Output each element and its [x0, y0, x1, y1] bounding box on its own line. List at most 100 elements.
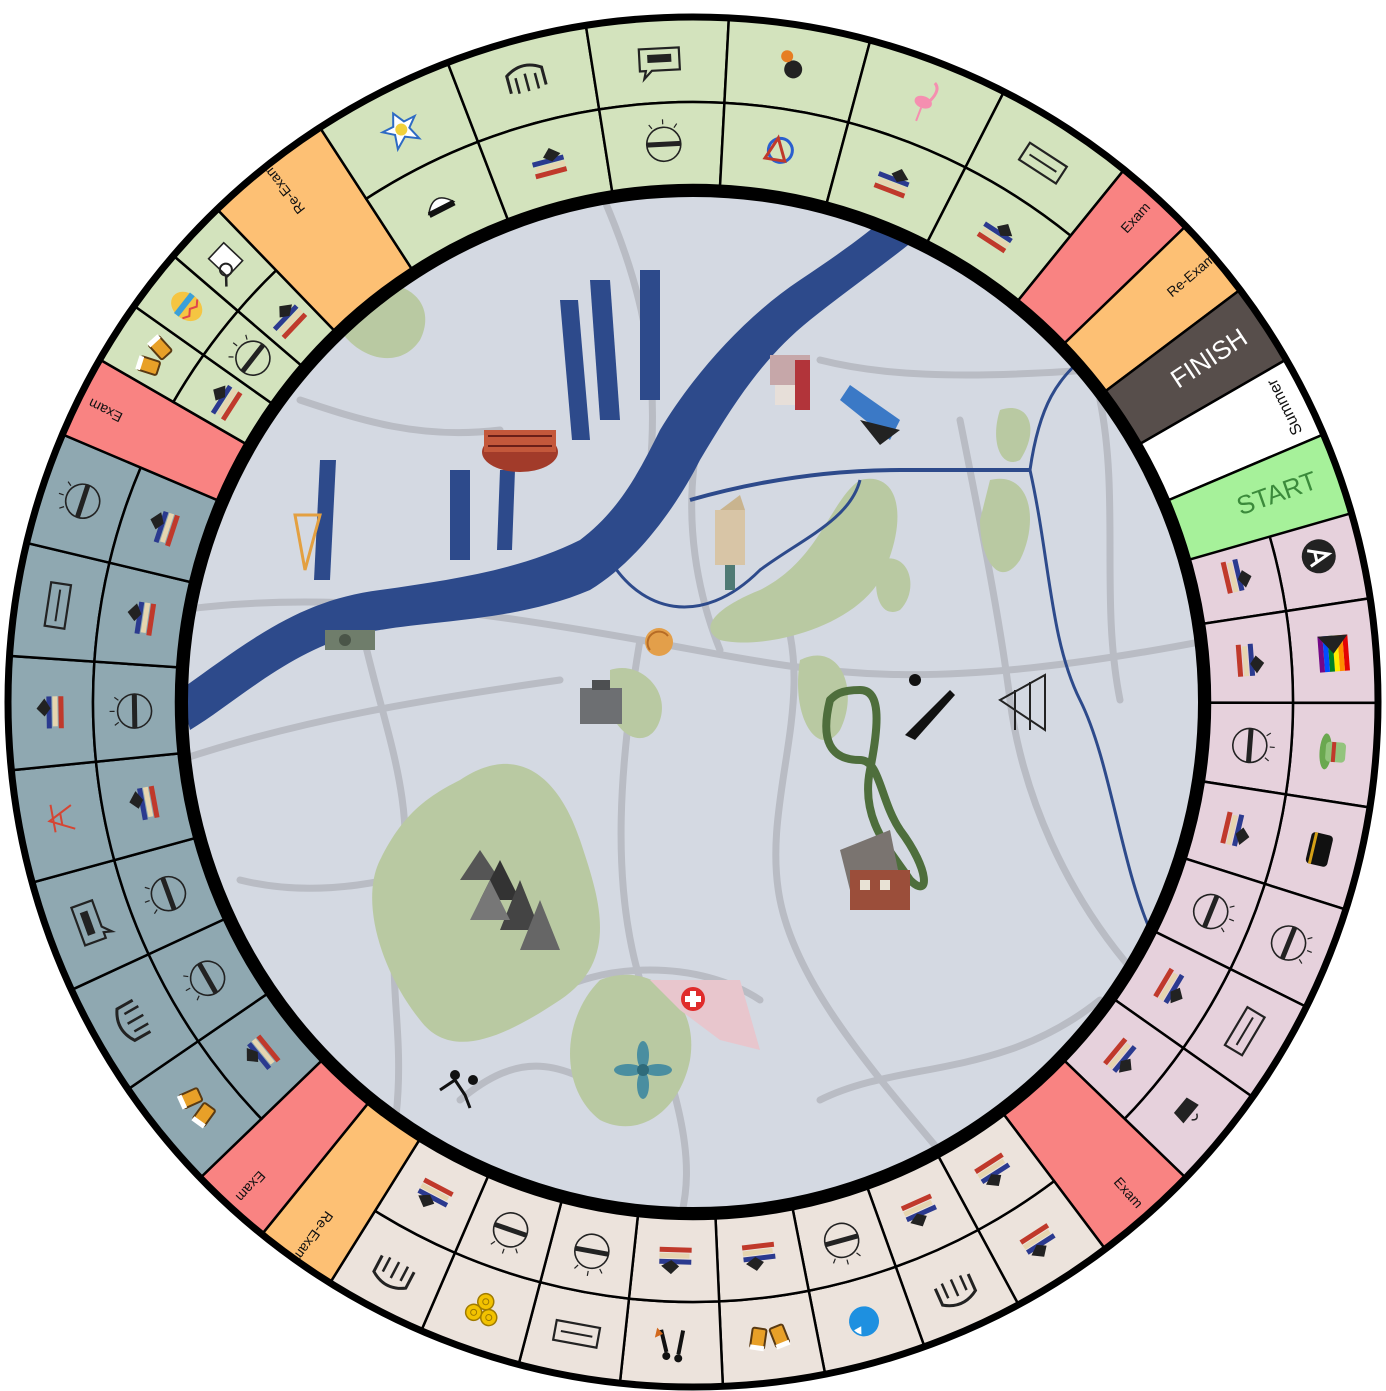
challenge-icon — [574, 1233, 610, 1276]
runners-landmark — [439, 1070, 478, 1109]
challenge-icon — [183, 960, 226, 1001]
study-icon — [659, 1246, 692, 1275]
study-icon — [1103, 1037, 1137, 1073]
board-space-winter[interactable] — [25, 432, 219, 584]
flower-landmark — [614, 1041, 672, 1099]
sticker-icon — [849, 1306, 880, 1337]
study-icon — [272, 304, 308, 340]
study-icon — [1153, 967, 1185, 1004]
board-space-spring[interactable] — [445, 24, 614, 221]
study-icon — [976, 221, 1013, 254]
challenge-icon — [1192, 893, 1235, 933]
dancing-couple-icon — [654, 1327, 686, 1363]
crane-landmark — [293, 513, 322, 571]
study-icon — [741, 1241, 776, 1271]
festu-icon — [115, 998, 152, 1043]
space-inner-tile[interactable] — [1202, 609, 1295, 704]
board-outer-border — [4, 13, 1382, 1391]
roller-coaster-landmark — [998, 673, 1046, 732]
easter-egg-icon — [171, 291, 203, 322]
flamingo-icon — [914, 82, 939, 122]
board-space-spring[interactable] — [825, 38, 1006, 244]
space-outer-tile[interactable] — [618, 1297, 725, 1389]
skyscraper-landmark — [840, 385, 900, 445]
beer-cheers-icon — [749, 1323, 791, 1352]
beer-cheers-icon — [135, 334, 173, 376]
forest-landmark — [460, 850, 560, 950]
quiz-icon — [637, 46, 682, 83]
black-hat-icon — [1305, 832, 1333, 867]
challenge-icon — [645, 119, 682, 163]
statue-landmark — [905, 674, 955, 740]
board-space-winter[interactable] — [69, 917, 269, 1092]
gasquen-icon — [1223, 1005, 1267, 1057]
space-inner-tile[interactable] — [627, 1214, 721, 1304]
beer-cheers-icon — [176, 1087, 216, 1129]
study-icon — [531, 147, 568, 180]
finish-space[interactable]: FINISH — [1104, 288, 1288, 446]
shell-landmark — [645, 628, 673, 656]
badge-icon — [379, 111, 422, 153]
challenge-icon — [490, 1212, 529, 1254]
hospital-landmark — [681, 987, 705, 1011]
fortress-landmark — [580, 680, 622, 724]
challenge-icon — [58, 481, 101, 519]
study-icon — [1220, 558, 1252, 594]
challenge-icon — [1270, 925, 1313, 964]
board-space-spring[interactable] — [132, 253, 303, 405]
study-icon — [873, 168, 910, 199]
festu-icon — [933, 1273, 978, 1308]
landmarks — [293, 355, 1046, 1109]
space-outer-tile[interactable] — [6, 654, 98, 772]
crane-icon — [47, 804, 76, 833]
study-icon — [150, 510, 180, 547]
board-space-pink[interactable] — [1184, 780, 1372, 912]
board-space-winter[interactable] — [8, 541, 192, 669]
study-icon — [1235, 643, 1265, 677]
study-icon — [129, 785, 160, 821]
ship-hall-landmark — [482, 430, 558, 472]
gasquen-icon — [43, 580, 73, 630]
green-hat-icon — [1319, 733, 1346, 770]
challenge-icon — [823, 1222, 861, 1265]
board-space-pink[interactable] — [1202, 596, 1380, 705]
board-space-spring[interactable] — [718, 16, 872, 205]
board-space-pink[interactable] — [1154, 857, 1348, 1009]
student-cap-icon — [427, 197, 456, 218]
hospital-area — [650, 980, 760, 1050]
board-ring: ExamRe-ExamExamExamRe-ExamExamRe-ExamFIN… — [6, 15, 1380, 1389]
letter-a-logo-icon — [1301, 539, 1336, 574]
board-space-spring[interactable] — [584, 15, 731, 193]
board-space-autumn[interactable] — [714, 1207, 827, 1388]
board-space-autumn[interactable] — [517, 1200, 640, 1385]
study-icon — [246, 1034, 281, 1071]
river — [182, 191, 1152, 931]
board-space-spring[interactable] — [171, 207, 336, 367]
coffee-icon — [1173, 1097, 1199, 1124]
study-icon — [1019, 1223, 1056, 1257]
festu-icon — [505, 63, 548, 95]
flower-skull-icon — [781, 50, 803, 79]
ferry-landmark — [325, 630, 375, 650]
pride-flag-icon — [1317, 634, 1350, 673]
challenge-icon — [144, 875, 187, 915]
study-icon — [1220, 811, 1250, 847]
race-logo-icon — [762, 134, 794, 164]
festu-icon — [372, 1254, 416, 1290]
study-icon — [210, 384, 243, 422]
gasquen-icon — [1017, 141, 1069, 186]
map-border — [176, 185, 1210, 1219]
job-search-icon — [207, 241, 244, 287]
church-tower-landmark — [715, 495, 745, 590]
board-space-winter[interactable] — [6, 654, 180, 772]
challenge-icon — [109, 693, 153, 729]
challenge-icon — [228, 334, 271, 376]
study-icon — [900, 1193, 937, 1227]
study-icon — [127, 601, 157, 636]
tower-landmark — [770, 355, 810, 410]
space-outer-tile[interactable] — [584, 15, 731, 111]
quiz-icon — [69, 898, 116, 947]
exam-space[interactable]: Exam — [60, 357, 247, 502]
challenge-icon — [1232, 727, 1275, 764]
study-icon — [36, 696, 64, 729]
